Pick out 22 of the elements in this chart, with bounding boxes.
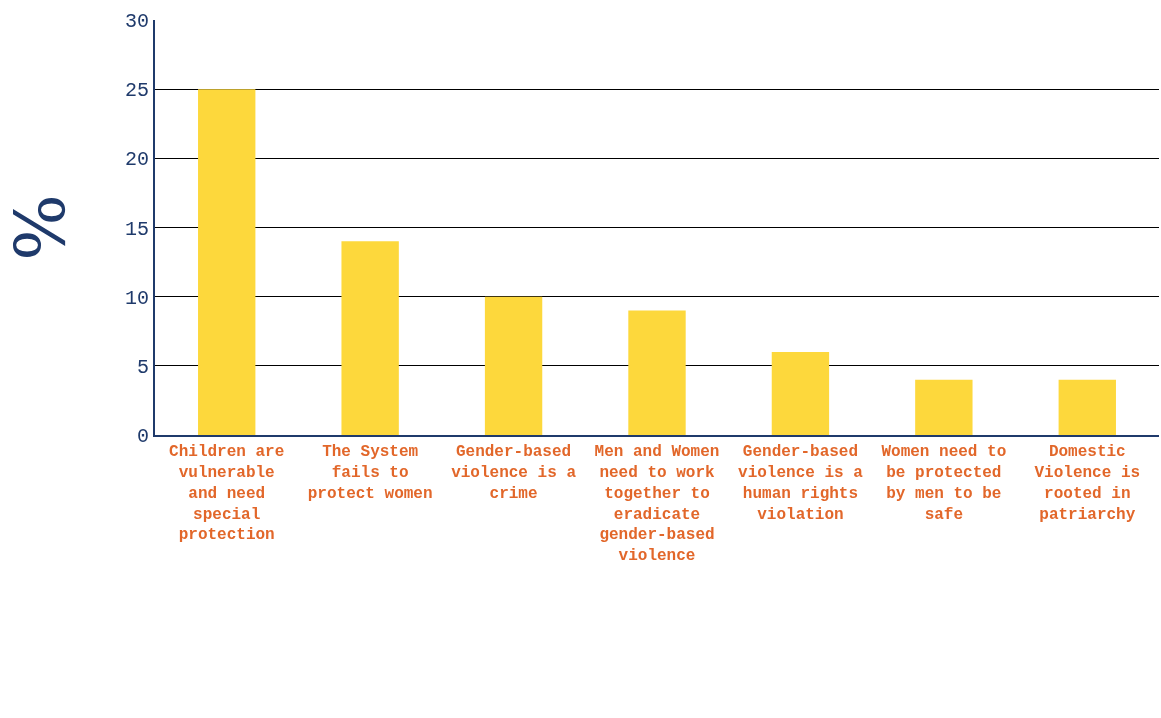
bar (1058, 379, 1116, 435)
y-axis-title: % (0, 194, 82, 261)
y-tick-label: 10 (124, 286, 149, 310)
bar (628, 310, 686, 435)
bar (771, 352, 830, 435)
bar (484, 296, 543, 435)
x-tick-label: Domestic Violence is rooted in patriarchy (1034, 443, 1141, 524)
y-tick-label: 5 (136, 355, 149, 379)
x-tick-label: The System fails to protect women (307, 443, 433, 503)
y-tick-label: 0 (136, 425, 149, 448)
x-tick-label: Men and Women need to work together to eradicate gender-based violence (594, 443, 720, 566)
bar (915, 379, 973, 435)
y-tick-label: 25 (124, 79, 149, 103)
bar (198, 89, 256, 435)
y-tick-label: 30 (124, 10, 149, 33)
x-tick-label: Gender-based violence is a human rights violation (738, 443, 864, 524)
x-tick-label: Gender-based violence is a crime (451, 443, 577, 503)
y-tick-label: 20 (124, 148, 149, 172)
x-tick-label: Women need to be protected by men to be safe (881, 443, 1007, 524)
y-tick-label: 15 (124, 217, 149, 241)
bar (341, 241, 399, 435)
x-tick-label: Children are vulnerable and need special protection (169, 443, 285, 545)
